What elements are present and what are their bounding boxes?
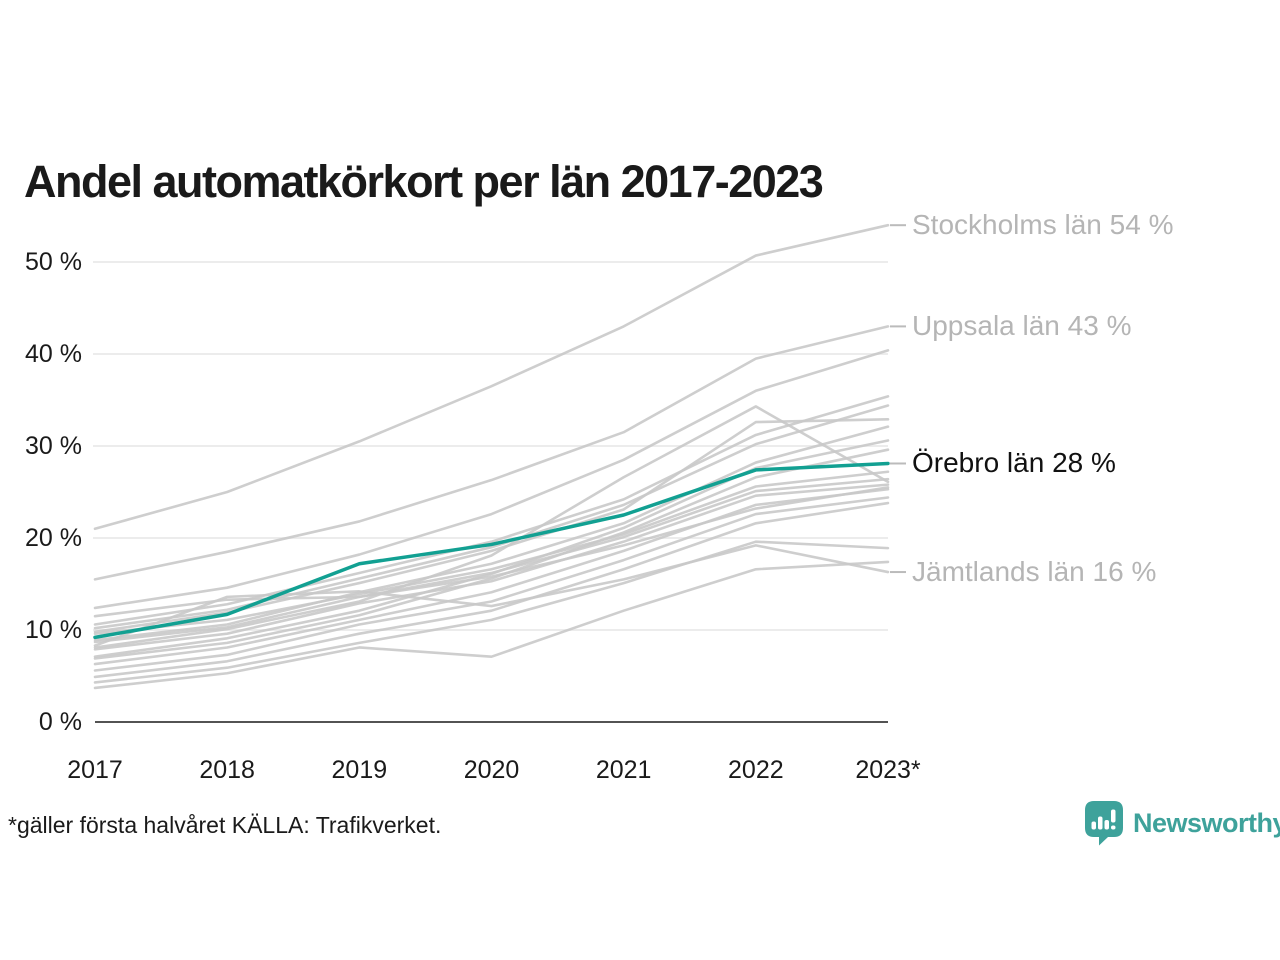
y-tick-label: 20 % <box>25 524 82 552</box>
x-tick-label: 2020 <box>463 756 520 784</box>
y-tick-label: 10 % <box>25 616 82 644</box>
series-line <box>93 470 890 635</box>
series-end-label: Stockholms län 54 % <box>912 209 1174 241</box>
series-line <box>93 404 890 630</box>
series-line <box>93 477 890 644</box>
series-end-label: Jämtlands län 16 % <box>912 556 1157 588</box>
series-line <box>93 496 890 672</box>
logo-text: Newsworthy <box>1133 807 1280 838</box>
newsworthy-logo: Newsworthy <box>1084 800 1280 846</box>
newsworthy-bubble-chart-icon <box>1085 801 1123 846</box>
series-line <box>93 483 890 651</box>
y-tick-label: 40 % <box>25 340 82 368</box>
y-tick-label: 0 % <box>38 708 82 736</box>
y-tick-label: 50 % <box>25 248 82 276</box>
x-tick-label: 2021 <box>595 756 652 784</box>
chart-title: Andel automatkörkort per län 2017-2023 <box>24 156 824 208</box>
series-line <box>93 405 890 649</box>
x-tick-label: 2018 <box>199 756 255 784</box>
y-tick-label: 30 % <box>25 432 82 460</box>
series-line <box>93 425 890 642</box>
series-line <box>93 486 890 618</box>
series-line <box>93 349 890 610</box>
series-end-label: Örebro län 28 % <box>912 447 1116 479</box>
series-line <box>93 501 890 679</box>
series-line <box>93 540 890 684</box>
x-tick-label: 2023* <box>855 756 921 784</box>
series-line <box>93 487 890 666</box>
series-line <box>93 560 890 690</box>
x-tick-label: 2019 <box>331 756 388 784</box>
series-line <box>93 395 890 626</box>
series-line <box>93 223 890 531</box>
x-tick-label: 2022 <box>728 756 784 784</box>
footnote: *gäller första halvåret KÄLLA: Trafikver… <box>8 812 442 838</box>
highlight-series-line <box>93 461 890 640</box>
series-line <box>93 448 890 660</box>
x-tick-label: 2017 <box>67 756 123 784</box>
series-end-label: Uppsala län 43 % <box>912 310 1132 342</box>
series-line <box>93 418 890 634</box>
series-line <box>93 544 890 647</box>
series-line <box>93 325 890 581</box>
